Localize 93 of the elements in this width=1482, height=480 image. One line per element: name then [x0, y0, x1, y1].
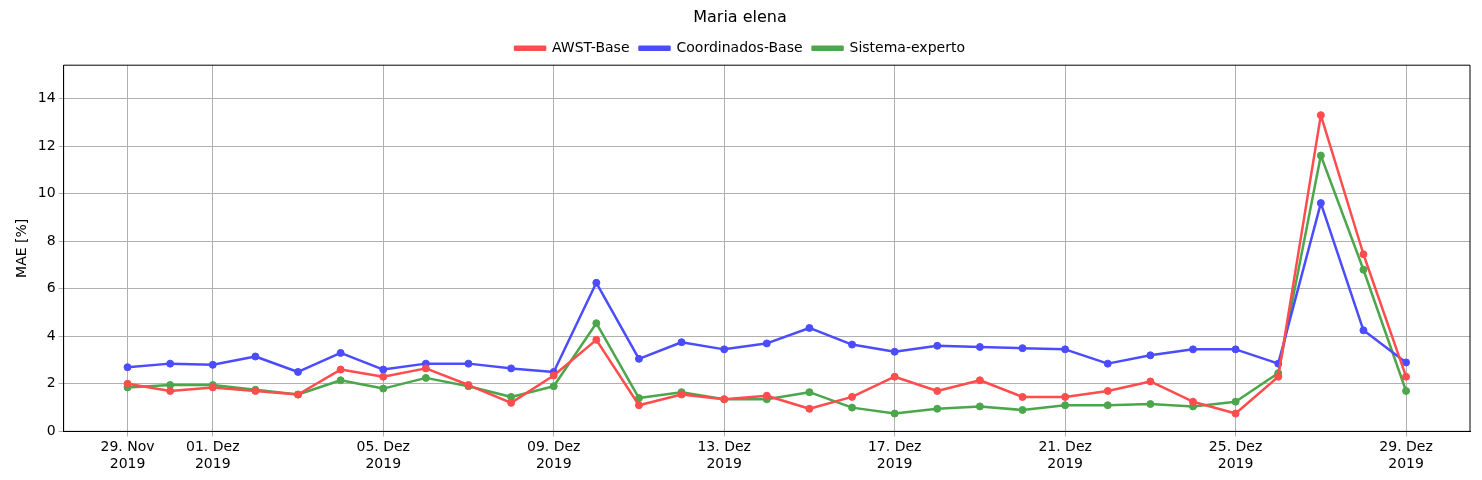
point	[1103, 401, 1112, 410]
y-tick-label: 8	[46, 231, 56, 248]
point	[848, 403, 857, 412]
point	[1061, 401, 1070, 410]
point	[507, 398, 516, 407]
point	[975, 402, 984, 411]
point	[933, 404, 942, 413]
x-tick-label: 05. Dez 2019	[356, 438, 410, 472]
point	[933, 341, 942, 350]
point	[805, 388, 814, 397]
point	[1402, 386, 1411, 395]
y-axis-title: MAE [%]	[13, 218, 30, 278]
point	[549, 382, 558, 391]
x-tick-label: 29. Nov 2019	[100, 438, 155, 472]
point	[1316, 199, 1325, 208]
point	[762, 339, 771, 348]
point	[336, 348, 345, 357]
point	[1146, 377, 1155, 386]
point	[336, 376, 345, 385]
y-tick-label: 6	[46, 279, 56, 296]
point	[1146, 400, 1155, 409]
point	[1359, 265, 1368, 274]
point	[507, 392, 516, 401]
point	[762, 391, 771, 400]
point	[1018, 344, 1027, 353]
legend-label: Sistema-experto	[849, 38, 965, 55]
point	[1061, 392, 1070, 401]
point	[592, 335, 601, 344]
legend-label: Coordinados-Base	[676, 38, 803, 55]
point	[890, 372, 899, 381]
point	[975, 342, 984, 351]
point	[890, 347, 899, 356]
point	[421, 364, 430, 373]
point	[933, 386, 942, 395]
point	[464, 359, 473, 368]
point	[1146, 351, 1155, 360]
point	[592, 278, 601, 287]
point	[975, 376, 984, 385]
point	[123, 363, 132, 372]
point	[1061, 345, 1070, 354]
point	[1359, 250, 1368, 259]
point	[166, 359, 175, 368]
point	[1402, 372, 1411, 381]
point	[294, 367, 303, 376]
point	[1231, 409, 1240, 418]
point	[251, 352, 260, 361]
chart-title: Maria elena	[693, 6, 787, 26]
x-tick-label: 13. Dez 2019	[697, 438, 751, 472]
point	[1402, 358, 1411, 367]
x-tick-label: 29. Dez 2019	[1379, 438, 1433, 472]
point	[848, 392, 857, 401]
point	[720, 345, 729, 354]
point	[379, 384, 388, 393]
point	[379, 372, 388, 381]
point	[507, 364, 516, 373]
point	[123, 379, 132, 388]
point	[1188, 397, 1197, 406]
point	[1018, 392, 1027, 401]
point	[1316, 111, 1325, 120]
point	[421, 373, 430, 382]
y-tick-label: 12	[37, 136, 56, 153]
point	[336, 365, 345, 374]
point	[1188, 345, 1197, 354]
legend-label: AWST-Base	[552, 38, 630, 55]
point	[592, 319, 601, 328]
point	[1231, 397, 1240, 406]
point	[634, 401, 643, 410]
point	[1231, 345, 1240, 354]
y-tick-label: 10	[37, 184, 56, 201]
point	[890, 409, 899, 418]
point	[208, 360, 217, 369]
y-tick-label: 14	[37, 89, 56, 106]
x-tick-label: 21. Dez 2019	[1038, 438, 1092, 472]
point	[379, 365, 388, 374]
point	[677, 338, 686, 347]
x-tick-label: 01. Dez 2019	[186, 438, 240, 472]
point	[634, 354, 643, 363]
point	[848, 340, 857, 349]
point	[1359, 326, 1368, 335]
x-tick-label: 09. Dez 2019	[526, 438, 581, 472]
point	[1018, 406, 1027, 414]
point	[1103, 359, 1112, 368]
point	[1103, 386, 1112, 395]
y-tick-label: 2	[46, 374, 56, 391]
point	[549, 371, 558, 380]
point	[166, 386, 175, 395]
y-tick-label: 4	[46, 326, 56, 343]
x-tick-label: 17. Dez 2019	[867, 438, 922, 472]
point	[805, 404, 814, 413]
point	[1316, 151, 1325, 160]
point	[805, 323, 814, 332]
y-tick-label: 0	[46, 422, 56, 439]
x-tick-label: 25. Dez 2019	[1208, 438, 1263, 472]
